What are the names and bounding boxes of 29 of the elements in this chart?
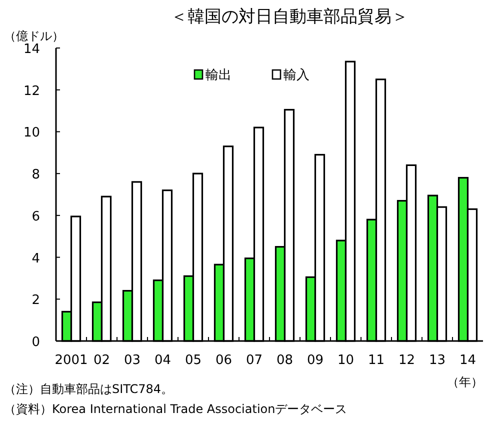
x-axis-title: （年） — [447, 375, 483, 389]
legend-label: 輸出 — [206, 68, 232, 83]
y-tick-label: 10 — [23, 126, 40, 141]
x-tick-label: 14 — [459, 353, 476, 368]
text: （注）自動車部品はSITC784。 — [4, 382, 174, 396]
y-tick-label: 2 — [32, 293, 40, 308]
x-tick-label: 11 — [368, 353, 385, 368]
x-tick-label: 05 — [184, 353, 202, 368]
x-tick-label: 13 — [428, 353, 446, 368]
y-tick-label: 12 — [23, 84, 40, 99]
y-tick-label: 8 — [32, 168, 40, 183]
x-tick-label: 09 — [306, 353, 324, 368]
x-tick-label: 02 — [93, 353, 110, 368]
x-tick-label: 12 — [398, 353, 416, 368]
text: （資料）Korea International Trade Associationデータベース — [4, 402, 348, 416]
y-tick-label: 0 — [32, 335, 40, 350]
y-axis-title: （億ドル） — [4, 29, 64, 43]
y-tick-label: 6 — [32, 209, 40, 224]
x-tick-label: 03 — [124, 353, 141, 368]
legend-label: 輸入 — [284, 68, 310, 83]
x-tick-label: 08 — [276, 353, 294, 368]
x-tick-label: 06 — [215, 353, 232, 368]
x-tick-label: 04 — [154, 353, 172, 368]
y-tick-label: 4 — [32, 251, 40, 266]
y-tick-label: 14 — [23, 42, 40, 57]
x-tick-label: 10 — [337, 353, 354, 368]
chart-title: ＜韓国の対日自動車部品貿易＞ — [170, 7, 408, 27]
x-tick-label: 2001 — [54, 353, 88, 368]
x-tick-label: 07 — [246, 353, 263, 368]
